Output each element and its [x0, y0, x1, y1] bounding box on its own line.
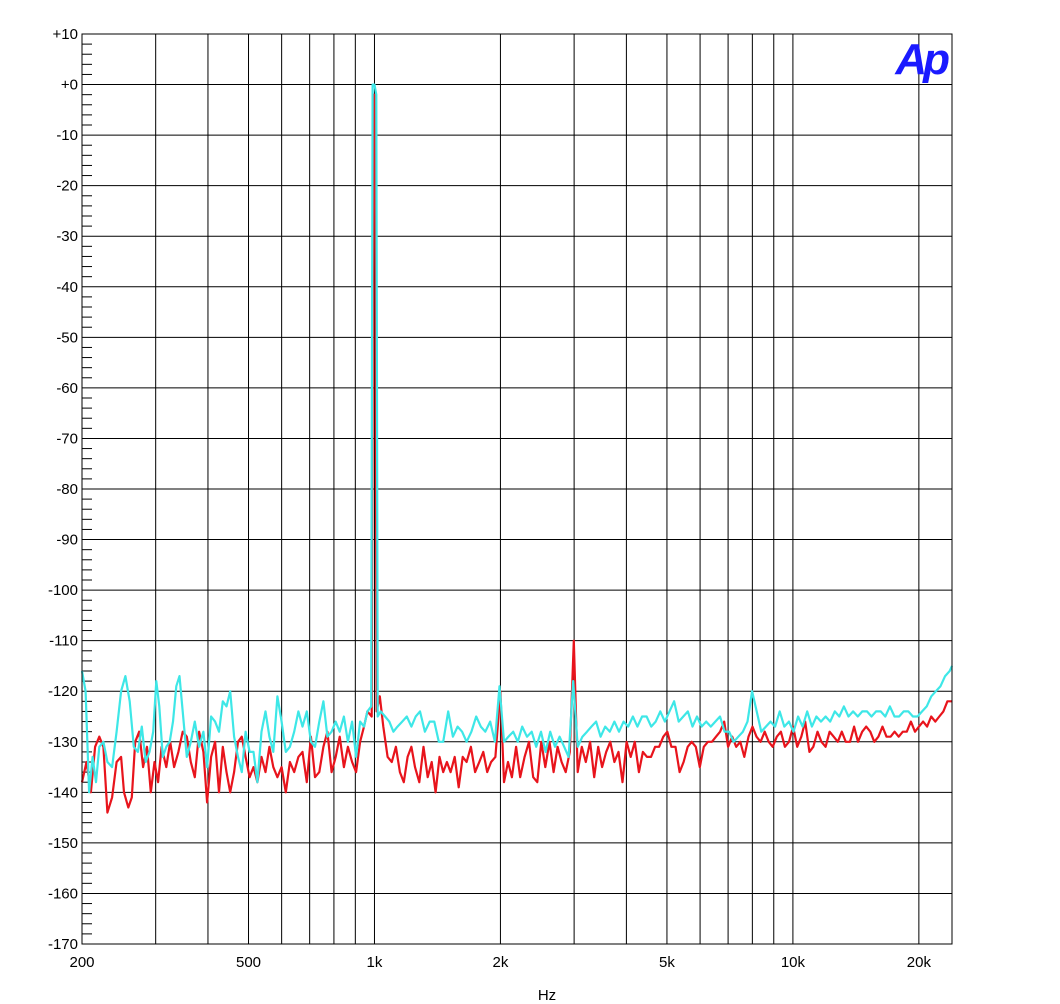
y-tick-labels: +10 +0 -10 -20 -30 -40 -50 -60 -70 -80 -90 -100 -110…	[48, 26, 78, 953]
series-line-cyan	[80, 83, 954, 794]
y-tick-label: -30	[56, 228, 78, 245]
x-tick-labels: 200 500 1k 2k 5k 10k 20k	[69, 954, 931, 971]
y-tick-label: -120	[48, 683, 78, 700]
y-tick-label: -130	[48, 734, 78, 751]
y-tick-label: -100	[48, 582, 78, 599]
y-tick-label: -50	[56, 329, 78, 346]
y-tick-label: -10	[56, 127, 78, 144]
x-axis-title: Hz	[538, 987, 556, 1004]
y-tick-label: -40	[56, 279, 78, 296]
y-tick-label: -170	[48, 936, 78, 953]
ap-logo-text: Ap	[894, 35, 949, 84]
x-tick-label: 200	[69, 954, 94, 971]
x-tick-label: 10k	[781, 954, 806, 971]
ap-logo: Ap	[894, 35, 953, 84]
x-tick-label: 2k	[493, 954, 509, 971]
y-tick-label: -20	[56, 178, 78, 195]
y-tick-label: -70	[56, 430, 78, 447]
y-tick-label: -160	[48, 885, 78, 902]
y-tick-label: -140	[48, 784, 78, 801]
plot-frame	[81, 33, 953, 945]
y-tick-label: -150	[48, 835, 78, 852]
x-tick-label: 20k	[907, 954, 932, 971]
x-tick-label: 1k	[367, 954, 383, 971]
y-tick-label: -110	[49, 633, 78, 650]
y-tick-label: -60	[56, 380, 78, 397]
y-tick-label: -80	[56, 481, 78, 498]
series-line-red	[80, 93, 952, 814]
y-tick-label: +0	[61, 77, 78, 94]
minor-ticks	[82, 43, 92, 935]
y-tick-label: -90	[56, 532, 78, 549]
y-tick-label: +10	[53, 26, 78, 43]
x-tick-label: 5k	[659, 954, 675, 971]
series-layer	[80, 83, 954, 814]
x-tick-label: 500	[236, 954, 261, 971]
